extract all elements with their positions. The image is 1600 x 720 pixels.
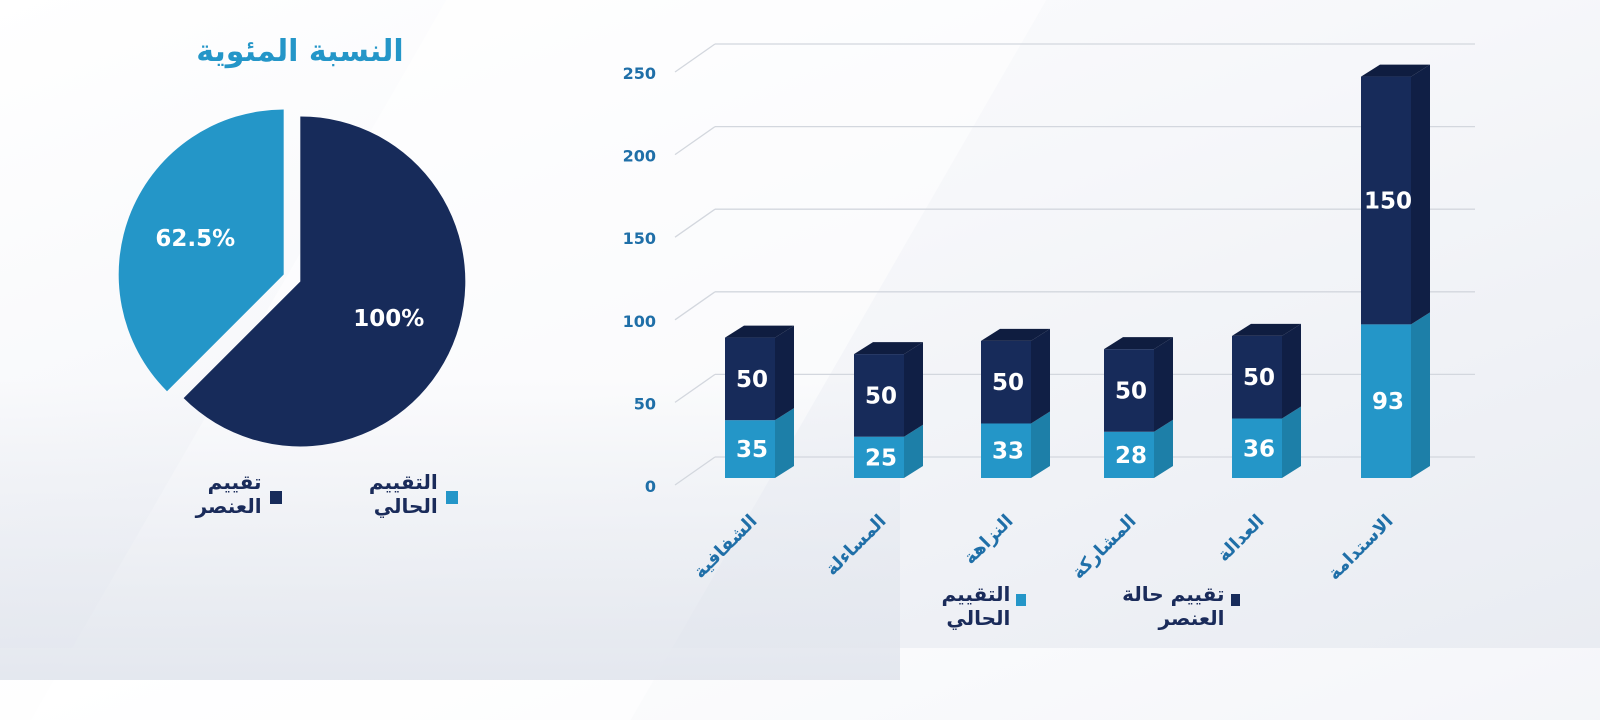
data-label-current-4: 25 <box>865 445 897 471</box>
bar-segment-current-2 <box>1104 431 1154 478</box>
legend-label-element: تقييم العنصر <box>195 470 262 518</box>
data-label-current-3: 33 <box>992 439 1024 465</box>
x-tick-label: النزاهة <box>960 511 1018 569</box>
bar-side-current-0 <box>1411 312 1430 478</box>
bar-segment-current-1 <box>1232 418 1282 478</box>
data-label-element-1: 50 <box>1243 365 1275 391</box>
y-tick-label: 250 <box>623 64 656 83</box>
data-label-current-2: 28 <box>1115 443 1147 469</box>
grid-line-depth <box>674 208 716 238</box>
pie-legend-item-element: تقييم العنصر <box>142 470 282 518</box>
bar-top-2 <box>1104 337 1173 350</box>
data-label-current-0: 93 <box>1372 389 1404 415</box>
bar-segment-current-3 <box>981 423 1031 478</box>
bar-top-1 <box>1232 323 1301 336</box>
bar-side-current-3 <box>1031 411 1050 478</box>
data-label-element-4: 50 <box>865 383 897 409</box>
data-label-element-3: 50 <box>992 370 1024 396</box>
x-tick-label: العدالة <box>1213 511 1268 566</box>
bar-segment-element-4 <box>854 354 904 437</box>
grid-line-depth <box>674 456 716 486</box>
bar-top-3 <box>981 328 1050 341</box>
pie-legend: التقييم الحالي تقييم العنصر <box>130 470 470 518</box>
legend-swatch-light <box>1016 594 1026 606</box>
pie-legend-item-current: التقييم الحالي <box>306 470 458 518</box>
legend-swatch-dark <box>269 490 282 504</box>
bar-segment-current-5 <box>725 420 775 478</box>
data-label-current-1: 36 <box>1243 436 1275 462</box>
bar-segment-current-0 <box>1361 324 1411 478</box>
pie-data-label-0: 62.5% <box>155 226 235 252</box>
bar-top-0 <box>1361 64 1430 77</box>
bar-side-element-2 <box>1154 337 1173 432</box>
bar-side-element-1 <box>1282 323 1301 419</box>
x-tick-label: المساءلة <box>821 511 890 580</box>
bar-legend-item-current: التقييم الحالي <box>900 582 1026 630</box>
stacked-bar-chart: 0 50 100 150 200 250 93 150 الاستدامة 36 50 العدالة… <box>623 43 1475 585</box>
legend-swatch-light <box>445 490 458 504</box>
bar-side-current-4 <box>904 424 923 478</box>
grid-line-depth <box>674 291 716 321</box>
y-tick-label: 0 <box>645 477 656 496</box>
bar-segment-element-0 <box>1361 76 1411 325</box>
x-tick-label: الشفافية <box>689 511 761 583</box>
bar-segment-element-2 <box>1104 349 1154 432</box>
grid-line-depth <box>674 126 716 156</box>
data-label-element-5: 50 <box>736 367 768 393</box>
pie-chart-title: النسبة المئوية <box>196 34 404 69</box>
legend-label-current: التقييم الحالي <box>941 582 1011 630</box>
bar-segment-current-4 <box>854 436 904 478</box>
data-label-element-2: 50 <box>1115 378 1147 404</box>
bar-side-current-1 <box>1282 406 1301 478</box>
bar-top-5 <box>725 325 794 338</box>
grid-line-depth <box>674 373 716 403</box>
y-tick-label: 50 <box>634 394 656 413</box>
y-tick-label: 100 <box>623 312 656 331</box>
bar-legend: تقييم حالة العنصر التقييم الحالي <box>870 582 1270 630</box>
bar-side-current-5 <box>775 408 794 478</box>
x-tick-label: الاستدامة <box>1324 511 1398 585</box>
y-tick-label: 200 <box>623 147 656 166</box>
bar-legend-item-element-status: تقييم حالة العنصر <box>1086 582 1240 630</box>
data-label-current-5: 35 <box>736 437 768 463</box>
bar-top-4 <box>854 342 923 355</box>
bar-side-element-0 <box>1411 64 1430 325</box>
grid-line-depth <box>674 43 716 73</box>
data-label-element-0: 150 <box>1364 188 1412 214</box>
x-tick-label: المشاركة <box>1068 511 1141 584</box>
legend-label-element-status: تقييم حالة العنصر <box>1122 582 1225 630</box>
bar-side-current-2 <box>1154 419 1173 478</box>
bar-segment-element-5 <box>725 337 775 421</box>
bar-segment-element-1 <box>1232 335 1282 419</box>
bar-side-element-5 <box>775 325 794 421</box>
pie-slice-0 <box>118 109 284 392</box>
legend-swatch-dark <box>1230 594 1240 606</box>
y-tick-label: 150 <box>623 229 656 248</box>
legend-label-current: التقييم الحالي <box>368 470 438 518</box>
bar-segment-element-3 <box>981 340 1031 424</box>
pie-data-label-1: 100% <box>353 306 424 332</box>
bar-side-element-4 <box>904 342 923 437</box>
pie-chart: 62.5% 100% <box>118 109 466 447</box>
pie-slice-1 <box>183 116 466 447</box>
bar-side-element-3 <box>1031 328 1050 424</box>
